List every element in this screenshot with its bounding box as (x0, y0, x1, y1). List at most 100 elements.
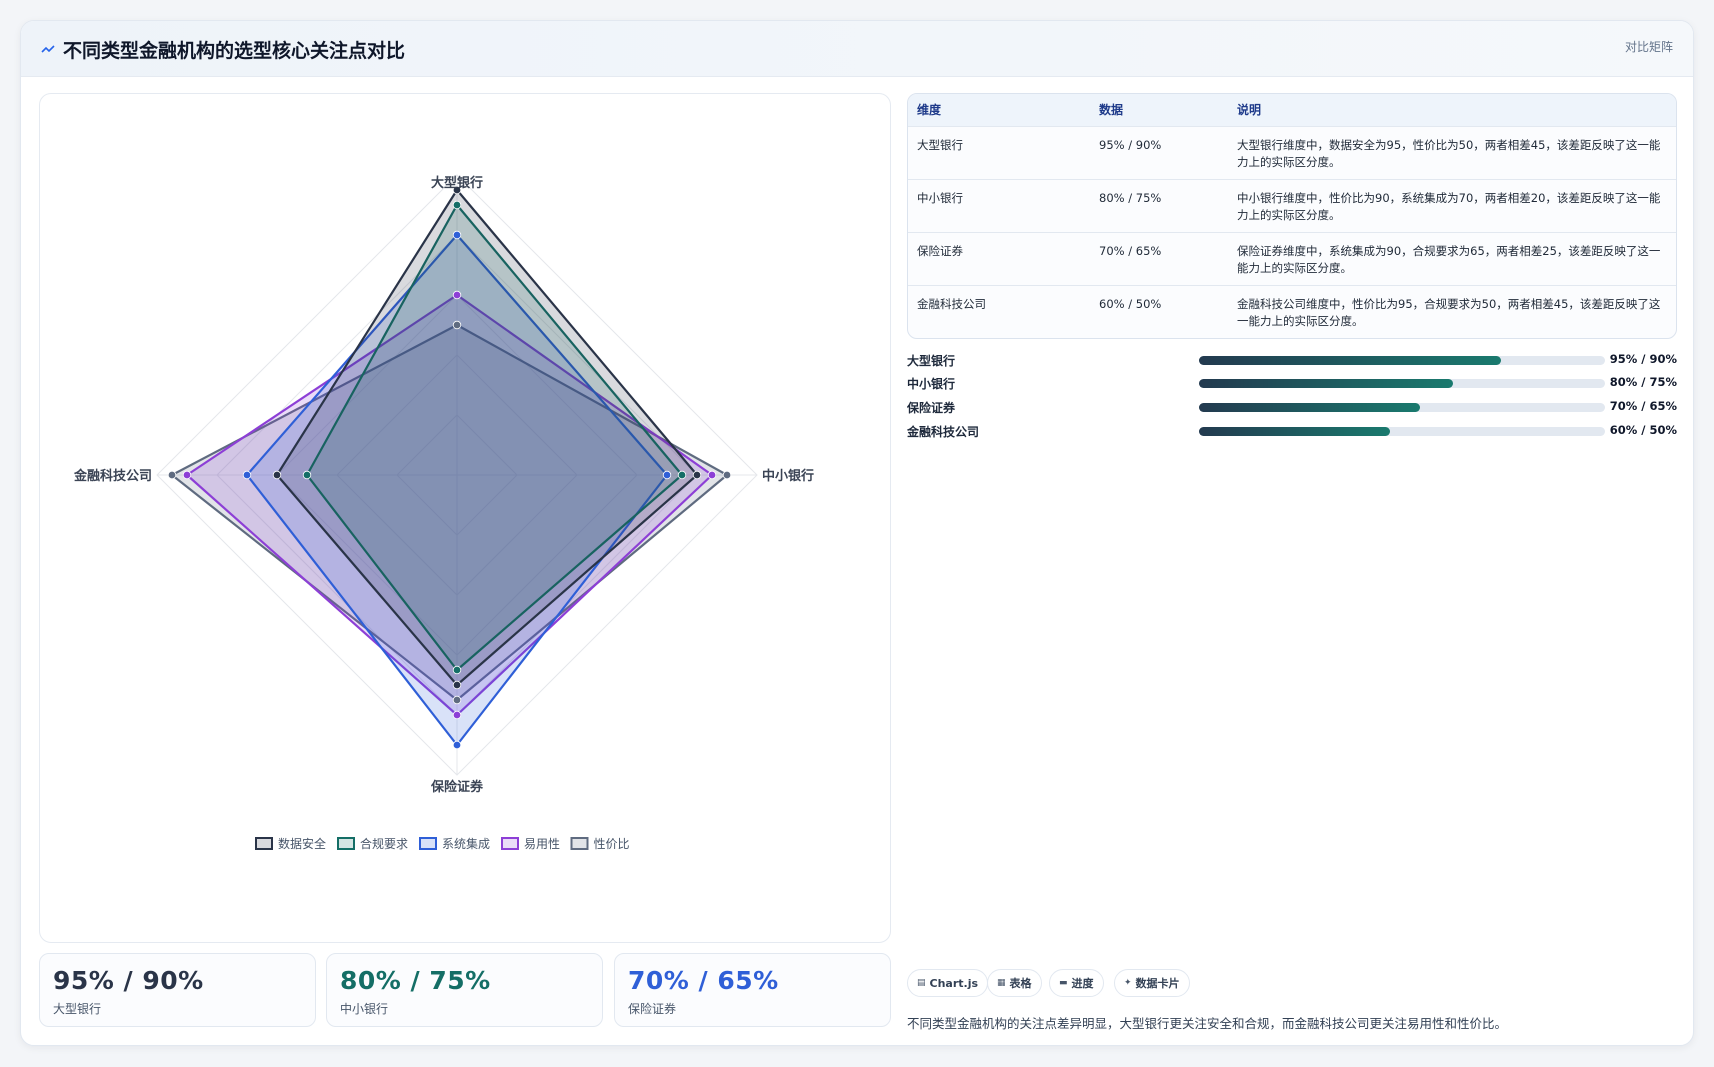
legend-swatch (501, 837, 519, 850)
row-data: 60% / 50% (1099, 296, 1162, 311)
progress-label: 大型银行 (907, 354, 956, 368)
sparkle-icon: ✦ (1124, 978, 1132, 988)
row-data: 70% / 65% (1099, 243, 1162, 258)
header-data: 数据 (1099, 103, 1124, 118)
table-row: 金融科技公司 60% / 50% 金融科技公司维度中，性价比为95，合规要求为5… (908, 285, 1676, 338)
matrix-tag: 对比矩阵 (1624, 40, 1673, 54)
data-point (452, 740, 462, 750)
data-point (452, 695, 462, 705)
progress-row: 保险证券 70% / 65% (907, 398, 1677, 416)
stat-label: 保险证券 (628, 1002, 677, 1016)
progress-value: 60% / 50% (1609, 423, 1677, 437)
row-dimension: 中小银行 (917, 190, 963, 205)
row-dimension: 大型银行 (917, 137, 963, 152)
data-point (452, 290, 462, 300)
progress-track (1199, 356, 1605, 365)
stat-label: 大型银行 (53, 1002, 102, 1016)
data-point (452, 320, 462, 330)
radar-chart-panel: 大型银行 中小银行 保险证券 金融科技公司 数据安全 合规要求 系统集成 易用性 性价比 (39, 93, 891, 943)
legend-label: 易用性 (524, 837, 560, 851)
data-point (452, 230, 462, 240)
legend-swatch (570, 837, 589, 850)
progress-label: 保险证券 (907, 401, 956, 415)
table-row: 大型银行 95% / 90% 大型银行维度中，数据安全为95，性价比为50，两者… (908, 126, 1676, 179)
data-point (182, 470, 192, 480)
stat-card: 70% / 65% 保险证券 (614, 953, 891, 1027)
row-description: 金融科技公司维度中，性价比为95，合规要求为50，两者相差45，该差距反映了这一… (1237, 296, 1661, 328)
main-card: 不同类型金融机构的选型核心关注点对比 对比矩阵 大型银行 中小银行 保险证券 金融科技… (20, 20, 1694, 1046)
chip-label: 表格 (1009, 977, 1032, 990)
data-table: 维度 数据 说明 大型银行 95% / 90% 大型银行维度中，数据安全为95，… (907, 93, 1677, 339)
data-point (452, 680, 462, 690)
progress-label: 中小银行 (907, 377, 956, 391)
data-point (722, 470, 732, 480)
legend-label: 性价比 (594, 837, 630, 851)
data-point (692, 470, 702, 480)
page-title: 不同类型金融机构的选型核心关注点对比 (63, 40, 406, 62)
data-point (452, 665, 462, 675)
stat-value: 80% / 75% (340, 966, 491, 995)
legend-swatch (419, 837, 437, 850)
progress-value: 95% / 90% (1609, 352, 1677, 366)
data-point (452, 710, 462, 720)
axis-label: 大型银行 (431, 175, 483, 191)
progress-fill (1199, 379, 1453, 388)
legend-label: 系统集成 (442, 836, 490, 851)
data-point (662, 470, 672, 480)
card-header: 不同类型金融机构的选型核心关注点对比 对比矩阵 (21, 21, 1693, 77)
progress-icon: ▬ (1059, 978, 1068, 988)
row-description: 大型银行维度中，数据安全为95，性价比为50，两者相差45，该差距反映了这一能力… (1237, 137, 1661, 169)
chip-chartjs[interactable]: ▤ Chart.js (907, 969, 989, 997)
stat-card: 95% / 90% 大型银行 (39, 953, 316, 1027)
chip-label: 数据卡片 (1135, 977, 1180, 990)
header-dimension: 维度 (917, 103, 942, 118)
data-point (677, 470, 687, 480)
legend-label: 合规要求 (360, 836, 408, 851)
legend-label: 数据安全 (278, 836, 326, 851)
table-row: 中小银行 80% / 75% 中小银行维度中，性价比为90，系统集成为70，两者… (908, 179, 1676, 232)
progress-value: 70% / 65% (1609, 399, 1677, 413)
row-description: 中小银行维度中，性价比为90，系统集成为70，两者相差20，该差距反映了这一能力… (1237, 190, 1661, 222)
stat-value: 70% / 65% (628, 966, 779, 995)
chip-progress[interactable]: ▬ 进度 (1049, 969, 1104, 997)
chip-label: Chart.js (929, 976, 979, 990)
progress-fill (1199, 356, 1502, 365)
progress-track (1199, 427, 1605, 436)
progress-value: 80% / 75% (1609, 375, 1677, 389)
row-dimension: 保险证券 (917, 243, 963, 258)
progress-track (1199, 379, 1605, 388)
data-point (272, 470, 282, 480)
chip-table[interactable]: ▦ 表格 (987, 969, 1042, 997)
row-data: 95% / 90% (1099, 137, 1162, 152)
stat-value: 95% / 90% (53, 966, 204, 995)
axis-label: 中小银行 (762, 468, 814, 484)
legend-swatch (255, 837, 273, 850)
header-description: 说明 (1237, 103, 1262, 118)
data-point (707, 470, 717, 480)
data-point (302, 470, 312, 480)
summary-note: 不同类型金融机构的关注点差异明显，大型银行更关注安全和合规，而金融科技公司更关注… (907, 1016, 1508, 1031)
progress-track (1199, 403, 1605, 412)
legend-swatch (337, 837, 355, 850)
chip-data-cards[interactable]: ✦ 数据卡片 (1114, 969, 1190, 997)
axis-label: 金融科技公司 (73, 468, 152, 484)
row-data: 80% / 75% (1099, 190, 1162, 205)
table-row: 保险证券 70% / 65% 保险证券维度中，系统集成为90，合规要求为65，两… (908, 232, 1676, 285)
data-point (167, 470, 177, 480)
progress-row: 中小银行 80% / 75% (907, 374, 1677, 392)
data-point (242, 470, 252, 480)
progress-row: 大型银行 95% / 90% (907, 351, 1677, 369)
progress-fill (1199, 427, 1390, 436)
data-point (452, 200, 462, 210)
stat-card: 80% / 75% 中小银行 (326, 953, 603, 1027)
row-dimension: 金融科技公司 (917, 296, 986, 311)
chip-label: 进度 (1071, 977, 1094, 990)
data-point (452, 185, 462, 195)
table-header-row: 维度 数据 说明 (908, 94, 1676, 126)
chart-icon: ▤ (917, 978, 926, 988)
progress-fill (1199, 403, 1421, 412)
row-description: 保险证券维度中，系统集成为90，合规要求为65，两者相差25，该差距反映了这一能… (1237, 243, 1661, 275)
table-icon: ▦ (997, 978, 1006, 988)
stat-label: 中小银行 (340, 1002, 389, 1016)
